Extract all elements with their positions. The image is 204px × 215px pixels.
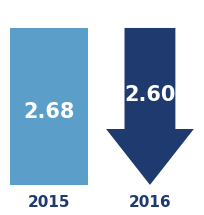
Text: 2015: 2015 — [28, 195, 70, 210]
Text: 2016: 2016 — [129, 195, 171, 210]
Text: 2.68: 2.68 — [23, 102, 75, 122]
Text: 2.60: 2.60 — [124, 84, 176, 105]
Polygon shape — [106, 28, 194, 185]
Bar — [10, 28, 88, 185]
